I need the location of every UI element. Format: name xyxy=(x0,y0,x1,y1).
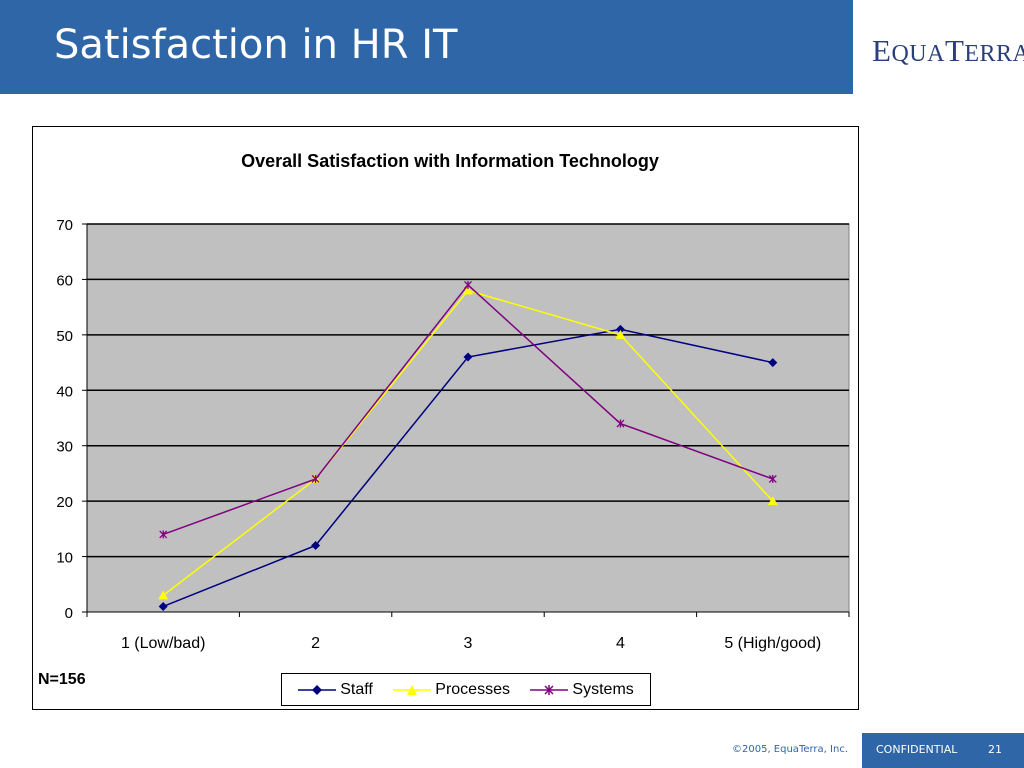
y-tick-label: 20 xyxy=(56,494,73,511)
sample-size-label: N=156 xyxy=(38,671,86,688)
data-point-processes xyxy=(463,285,473,295)
x-tick-label: 5 (High/good) xyxy=(724,635,821,652)
legend-item-processes: Processes xyxy=(393,681,510,699)
data-point-processes xyxy=(767,496,778,506)
x-tick-label: 1 (Low/bad) xyxy=(121,635,206,652)
data-point-staff xyxy=(615,324,625,334)
legend-item-systems: Systems xyxy=(530,680,634,699)
series-layer xyxy=(158,280,778,611)
equaterra-logo: EQUATERRA xyxy=(872,33,1024,68)
line-chart: Overall Satisfaction with Information Te… xyxy=(56,151,850,652)
y-tick-label: 50 xyxy=(56,328,73,345)
data-point-staff xyxy=(463,352,473,362)
data-point-systems xyxy=(768,474,777,483)
chart-title: Overall Satisfaction with Information Te… xyxy=(241,151,659,171)
y-tick-label: 30 xyxy=(56,439,73,456)
y-tick-label: 10 xyxy=(56,550,73,567)
data-point-systems xyxy=(159,530,168,539)
footer-confidential: CONFIDENTIAL xyxy=(876,743,958,756)
page-number: 21 xyxy=(988,743,1002,756)
legend-label-systems: Systems xyxy=(572,680,634,698)
x-tick-label: 3 xyxy=(464,635,473,652)
data-point-systems xyxy=(464,280,472,289)
chart-legend: Staff Processes Systems xyxy=(281,673,651,706)
data-point-systems xyxy=(311,474,320,483)
x-tick-label: 2 xyxy=(311,635,320,652)
data-point-staff xyxy=(311,540,321,550)
data-point-systems xyxy=(616,419,625,428)
data-point-processes xyxy=(615,329,626,339)
axes: 0 10 20 30 40 50 60 70 1 (Low/bad) 2 3 4 5 (High/goo… xyxy=(56,217,850,652)
legend-label-staff: Staff xyxy=(340,680,373,698)
data-point-processes xyxy=(158,590,169,600)
footer-copyright: ©2005, EquaTerra, Inc. xyxy=(732,744,848,755)
slide-title: Satisfaction in HR IT xyxy=(54,22,458,68)
systems-legend-marker-icon xyxy=(530,684,569,695)
processes-legend-marker-icon xyxy=(393,684,432,695)
data-point-staff xyxy=(768,358,778,368)
y-tick-label: 0 xyxy=(65,605,73,622)
y-tick-label: 60 xyxy=(56,272,73,289)
y-tick-label: 40 xyxy=(56,383,73,400)
staff-legend-marker-icon xyxy=(298,684,337,695)
footer-box xyxy=(862,733,1024,768)
legend-item-staff: Staff xyxy=(298,681,373,699)
y-tick-label: 70 xyxy=(56,217,73,234)
legend-label-processes: Processes xyxy=(435,680,510,698)
x-tick-label: 4 xyxy=(616,635,625,652)
title-bar xyxy=(0,0,853,94)
data-point-staff xyxy=(158,601,168,611)
chart-frame: Overall Satisfaction with Information Te… xyxy=(32,126,859,710)
